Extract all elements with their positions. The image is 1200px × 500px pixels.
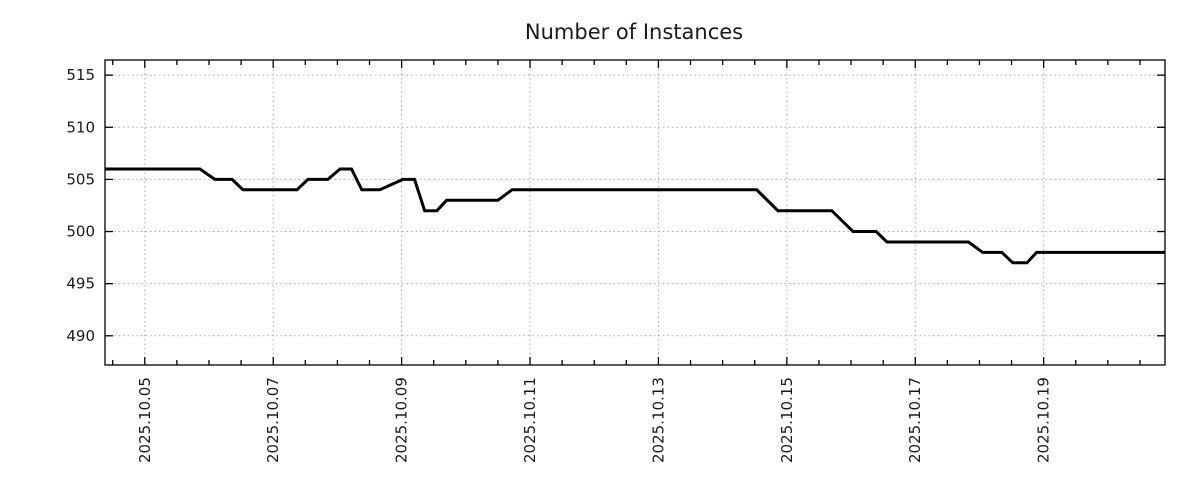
x-tick-label: 2025.10.09 [393, 377, 411, 463]
series-line-instances [105, 167, 1165, 265]
x-tick-label: 2025.10.05 [136, 377, 154, 463]
x-tick-label: 2025.10.13 [649, 377, 667, 463]
x-tick-label: 2025.10.11 [521, 377, 539, 463]
x-tick-label: 2025.10.17 [906, 377, 924, 463]
y-tick-label: 505 [66, 170, 95, 188]
x-tick-label: 2025.10.15 [778, 377, 796, 463]
y-tick-label: 515 [66, 66, 95, 84]
y-tick-label: 510 [66, 118, 95, 136]
x-tick-label: 2025.10.19 [1035, 377, 1053, 463]
plot-area: 490 495 500 505 510 515 2025.10.05 2025.10.07 20… [66, 59, 1166, 463]
y-tick-label: 500 [66, 223, 95, 241]
y-tick-label: 495 [66, 275, 95, 293]
plot-border [104, 59, 1166, 366]
chart-title: Number of Instances [525, 20, 743, 44]
y-tick-label: 490 [66, 327, 95, 345]
x-tick-label: 2025.10.07 [264, 377, 282, 463]
